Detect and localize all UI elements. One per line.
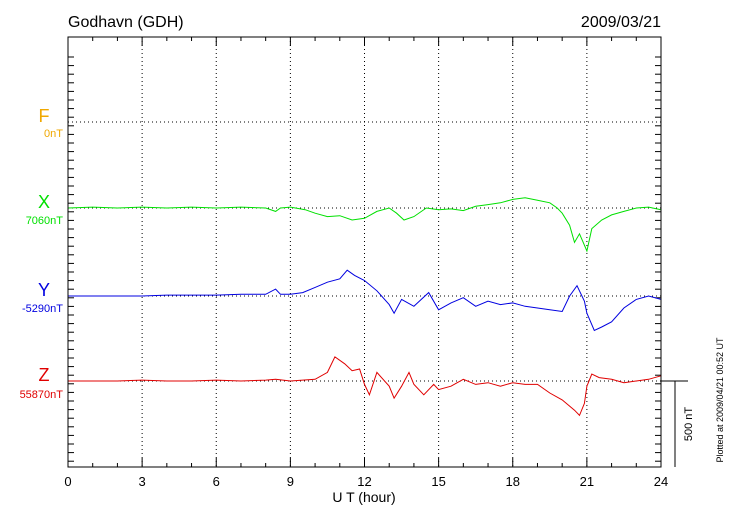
series-line-y xyxy=(68,269,662,332)
component-labels: F 0nT X 7060nT Y -5290nT Z 55870nT xyxy=(20,106,64,401)
x-tick-label: 0 xyxy=(64,474,71,489)
baseline-value-y: -5290nT xyxy=(22,303,63,315)
plot-frame xyxy=(67,36,662,468)
x-tick-label: 12 xyxy=(357,474,371,489)
baseline-value-z: 55870nT xyxy=(20,389,64,401)
x-tick-label: 3 xyxy=(139,474,146,489)
component-name-x: X xyxy=(38,192,50,212)
scale-bar-label: 500 nT xyxy=(683,407,695,442)
baseline-value-f: 0nT xyxy=(44,128,63,140)
date-label: 2009/03/21 xyxy=(581,14,661,31)
component-name-f: F xyxy=(39,106,50,126)
x-tick-labels: 0 3 6 9 12 15 18 21 24 xyxy=(64,474,668,489)
x-tick-label: 24 xyxy=(654,474,668,489)
x-tick-label: 18 xyxy=(506,474,520,489)
series-line-z xyxy=(68,356,662,417)
component-name-y: Y xyxy=(38,280,50,300)
x-tick-label: 21 xyxy=(580,474,594,489)
series-lines xyxy=(67,197,662,417)
grid xyxy=(68,37,661,467)
series-line-x xyxy=(67,197,662,253)
x-tick-label: 6 xyxy=(213,474,220,489)
station-title: Godhavn (GDH) xyxy=(68,14,184,31)
x-tick-label: 15 xyxy=(431,474,445,489)
component-name-z: Z xyxy=(39,365,50,385)
baseline-value-x: 7060nT xyxy=(26,215,64,227)
plotted-timestamp: Plotted at 2009/04/21 00:52 UT xyxy=(715,337,725,463)
x-axis-label: U T (hour) xyxy=(332,489,395,505)
x-tick-label: 9 xyxy=(287,474,294,489)
tick-marks xyxy=(67,37,662,467)
